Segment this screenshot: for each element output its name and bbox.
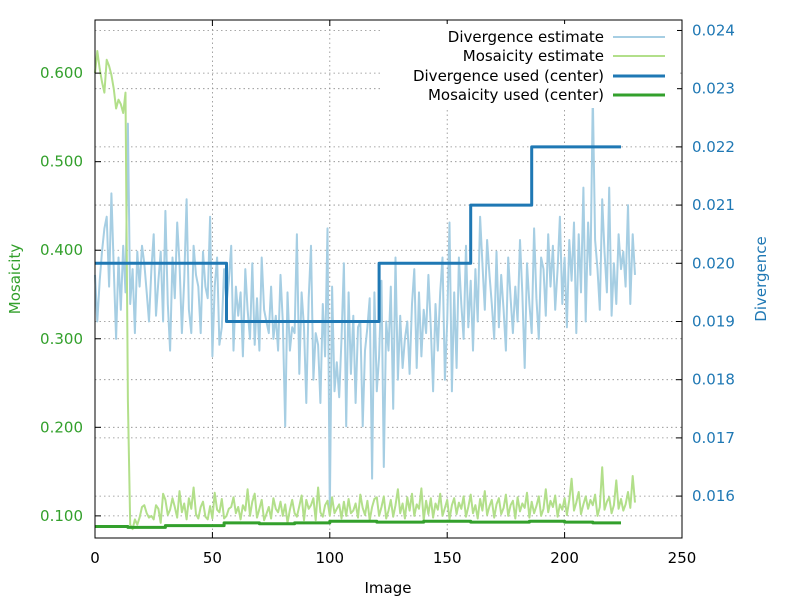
y-left-tick-label: 0.200: [40, 418, 83, 436]
legend-label: Divergence estimate: [448, 28, 604, 46]
legend-entry-mosaicity-used: Mosaicity used (center): [428, 86, 665, 104]
legend-label: Mosaicity used (center): [428, 86, 604, 104]
legend-label: Divergence used (center): [413, 67, 604, 85]
legend-label: Mosaicity estimate: [463, 47, 604, 65]
divergence-used-line: [95, 145, 621, 323]
legend-entry-mosaicity-estimate: Mosaicity estimate: [463, 47, 665, 65]
series-area: [94, 50, 636, 531]
y-left-tick-label: 0.400: [40, 241, 83, 259]
y-left-tick-label: 0.100: [40, 507, 83, 525]
y-left-tick-label: 0.500: [40, 153, 83, 171]
y-left-tick-label: 0.300: [40, 330, 83, 348]
divergence-estimate-line: [94, 93, 636, 515]
y-right-tick-label: 0.024: [692, 21, 735, 39]
y-right-tick-label: 0.016: [692, 487, 735, 505]
y-axis-left-label: Mosaicity: [6, 244, 24, 315]
legend-entry-divergence-used: Divergence used (center): [413, 67, 665, 85]
legend: Divergence estimate Mosaicity estimate D…: [380, 24, 677, 108]
x-axis-label: Image: [365, 579, 412, 597]
plot-frame: [94, 19, 683, 539]
y-right-tick-label: 0.019: [692, 312, 735, 330]
x-tick-label: 250: [668, 549, 697, 567]
mosaicity-estimate-line: [94, 50, 636, 531]
x-tick-label: 200: [550, 549, 579, 567]
axes: 0 50 100 150 200 250 0.100 0.200 0.300 0.400 0.500…: [40, 20, 735, 567]
y-right-tick-label: 0.023: [692, 80, 735, 98]
y-right-tick-label: 0.020: [692, 254, 735, 272]
legend-entry-divergence-estimate: Divergence estimate: [448, 28, 665, 46]
y-right-tick-label: 0.017: [692, 429, 735, 447]
x-tick-label: 150: [433, 549, 462, 567]
y-right-tick-label: 0.018: [692, 371, 735, 389]
x-tick-label: 50: [203, 549, 222, 567]
y-axis-right-label: Divergence: [752, 236, 770, 321]
y-left-tick-label: 0.600: [40, 64, 83, 82]
y-right-tick-label: 0.022: [692, 138, 735, 156]
x-tick-label: 0: [90, 549, 100, 567]
mosaicity-used-line: [95, 519, 621, 529]
x-tick-label: 100: [315, 549, 344, 567]
y-right-tick-label: 0.021: [692, 196, 735, 214]
